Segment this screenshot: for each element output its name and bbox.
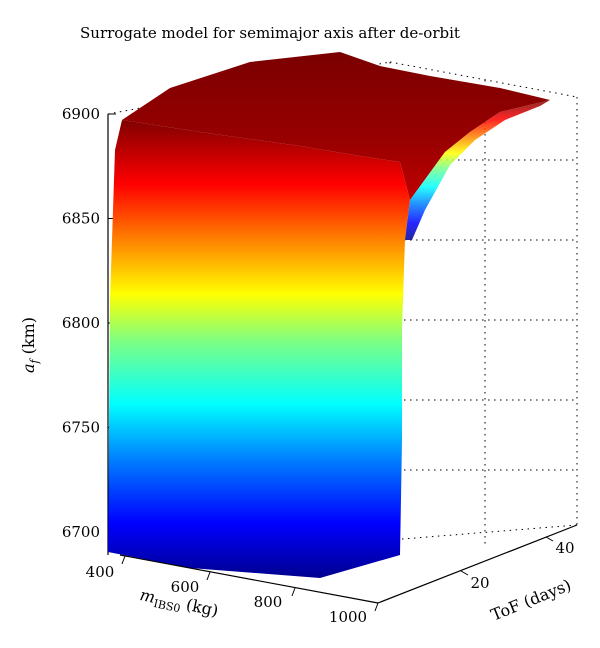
z-tick-label: 6700 [62,523,100,541]
x-tick-mark [206,571,211,581]
x-tick-mark [291,587,296,597]
x-axis-label-unit: (kg) [179,594,220,620]
x-tick-mark [374,602,379,612]
y-tick-mark [460,570,469,576]
y-axis-label: ToF (days) [488,575,574,624]
z-axis-label-sub: f [28,357,41,364]
z-axis-label: af (km) [19,317,41,373]
y-tick-label: 40 [555,539,574,557]
x-tick-label: 600 [171,578,200,596]
z-axis-label-unit: (km) [19,317,38,359]
chart-title: Surrogate model for semimajor axis after… [80,24,460,42]
x-tick-label: 400 [86,563,115,581]
x-tick-label: 800 [254,593,283,611]
z-tick-label: 6750 [62,419,100,437]
surface-side-face [405,100,550,240]
y-axis-line [377,524,578,604]
z-axis-label-main: a [19,363,38,373]
surface-top-face [115,52,550,200]
x-tick-mark [121,555,126,565]
z-tick-label: 6900 [62,105,100,123]
x-tick-label: 1000 [329,608,367,626]
y-tick-mark [545,536,554,542]
x-axis-label-sub: IBS0 [152,597,181,615]
z-tick-label: 6850 [62,210,100,228]
z-tick-label: 6800 [62,314,100,332]
surface-front-face [108,120,410,578]
surface [108,52,550,578]
y-tick-label: 20 [470,574,489,592]
x-axis-line [119,554,379,604]
x-axis-label-main: m [138,585,157,607]
x-axis-label: mIBS0 (kg) [138,585,220,623]
